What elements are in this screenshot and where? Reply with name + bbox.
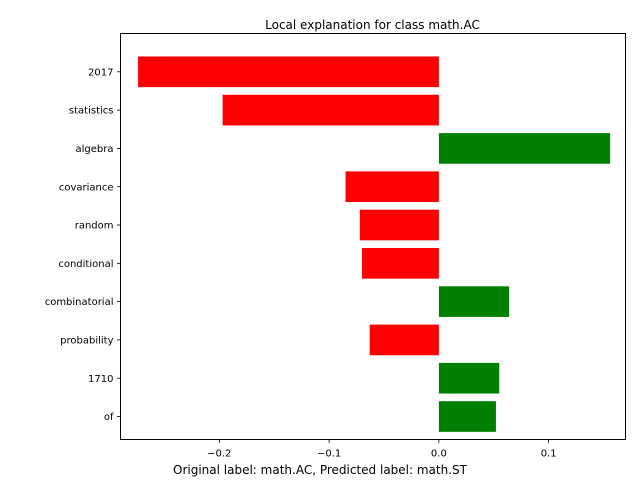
y-tick-label: 1710 — [88, 374, 113, 385]
bar-random — [359, 209, 439, 241]
x-tick-label: −0.1 — [317, 449, 341, 460]
x-tick-label: −0.2 — [207, 449, 231, 460]
y-tick-label: covariance — [59, 182, 114, 193]
y-tick-label: 2017 — [88, 67, 113, 78]
figure-caption: Original label: math.AC, Predicted label… — [173, 463, 468, 477]
x-tick-label: 0.0 — [431, 449, 447, 460]
y-tick-label: combinatorial — [45, 297, 114, 308]
y-tick-label: conditional — [58, 259, 113, 270]
y-tick-label: random — [75, 221, 114, 232]
bar-2017 — [138, 56, 439, 88]
bar-statistics — [222, 94, 439, 126]
bar-covariance — [345, 171, 439, 203]
bar-probability — [369, 324, 439, 356]
y-tick-label: of — [104, 412, 114, 423]
y-tick-label: probability — [60, 336, 113, 347]
x-tick-group: −0.2 −0.1 0.0 0.1 — [207, 439, 557, 460]
bar-of — [438, 401, 496, 432]
bar-combinatorial — [438, 286, 510, 317]
plot-frame — [120, 33, 626, 440]
x-tick-label: 0.1 — [541, 449, 557, 460]
y-tick-label: algebra — [76, 144, 114, 155]
y-tick-group: 2017 statistics algebra covariance random con… — [45, 67, 121, 423]
bar-1710 — [438, 362, 500, 394]
bar-conditional — [362, 247, 439, 279]
bar-algebra — [438, 133, 611, 164]
chart-title: Local explanation for class math.AC — [265, 18, 480, 32]
bars-group — [138, 56, 611, 432]
y-tick-label: statistics — [69, 106, 114, 117]
